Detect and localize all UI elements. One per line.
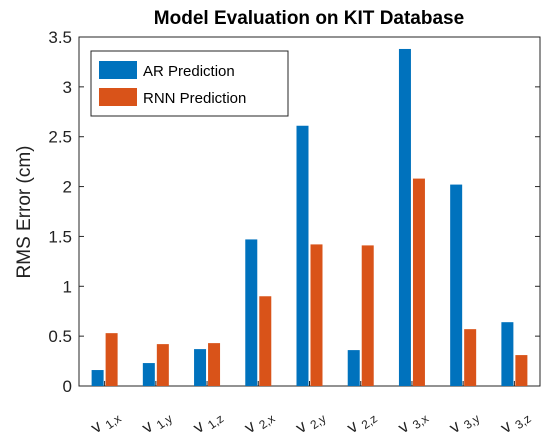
- svg-text:v 3,y: v 3,y: [446, 405, 483, 438]
- y-tick-label: 3.5: [48, 28, 72, 47]
- svg-text:v 1,z: v 1,z: [190, 405, 227, 438]
- y-tick-label: 2.5: [48, 128, 72, 147]
- svg-text:v 1,x: v 1,x: [87, 405, 124, 438]
- bar-rnn-3-z: [515, 355, 528, 386]
- bar-ar-1-x: [91, 370, 104, 386]
- legend-swatch-rnn: [99, 88, 137, 106]
- svg-text:v 3,x: v 3,x: [395, 405, 432, 438]
- y-axis-label: RMS Error (cm): [14, 146, 35, 279]
- legend: AR Prediction RNN Prediction: [90, 50, 289, 117]
- bar-rnn-2-x: [259, 296, 272, 386]
- bar-rnn-1-z: [208, 343, 221, 386]
- svg-text:v 2,x: v 2,x: [241, 405, 278, 438]
- x-tick-label: v 1,y: [138, 405, 175, 438]
- x-axis-ticks: v 1,x v 1,y v 1,z v 2,x v 2,y v 2,z v 3,x v 3,y…: [87, 381, 534, 438]
- x-tick-label: v 1,z: [190, 405, 227, 438]
- x-tick-label: v 3,x: [395, 405, 432, 438]
- y-tick-label: 3: [63, 78, 72, 97]
- bar-ar-1-y: [142, 363, 155, 386]
- x-tick-label: v 2,x: [241, 405, 278, 438]
- x-tick-label: v 1,x: [87, 405, 124, 438]
- y-tick-label: 0: [63, 377, 72, 396]
- bar-rnn-1-y: [156, 344, 169, 386]
- x-tick-label: v 2,z: [343, 405, 380, 438]
- svg-text:v 3,z: v 3,z: [497, 405, 534, 438]
- svg-text:v 1,y: v 1,y: [138, 405, 175, 438]
- bar-ar-3-y: [450, 184, 463, 386]
- y-tick-label: 1: [63, 277, 72, 296]
- svg-text:v 2,z: v 2,z: [343, 405, 380, 438]
- chart-title: Model Evaluation on KIT Database: [154, 8, 464, 29]
- svg-text:v 2,y: v 2,y: [292, 405, 329, 438]
- legend-label-ar: AR Prediction: [143, 63, 235, 80]
- legend-label-rnn: RNN Prediction: [143, 90, 246, 107]
- bar-ar-2-y: [296, 125, 309, 386]
- bars: [91, 48, 528, 387]
- bar-ar-2-z: [347, 350, 360, 386]
- x-tick-label: v 3,y: [446, 405, 483, 438]
- bar-ar-1-z: [194, 349, 207, 386]
- y-tick-label: 0.5: [48, 327, 72, 346]
- y-tick-label: 1.5: [48, 227, 72, 246]
- bar-rnn-3-y: [464, 329, 477, 386]
- y-tick-label: 2: [63, 178, 72, 197]
- bar-ar-2-x: [245, 239, 258, 386]
- legend-swatch-ar: [99, 61, 137, 79]
- x-tick-label: v 3,z: [497, 405, 534, 438]
- y-axis-ticks: 0 0.5 1 1.5 2 2.5 3 3.5: [48, 28, 540, 396]
- bar-rnn-3-x: [412, 178, 425, 386]
- bar-rnn-1-x: [105, 333, 118, 386]
- bar-ar-3-z: [501, 322, 514, 386]
- x-tick-label: v 2,y: [292, 405, 329, 438]
- bar-ar-3-x: [398, 48, 411, 387]
- bar-rnn-2-z: [361, 245, 374, 386]
- bar-rnn-2-y: [310, 244, 323, 386]
